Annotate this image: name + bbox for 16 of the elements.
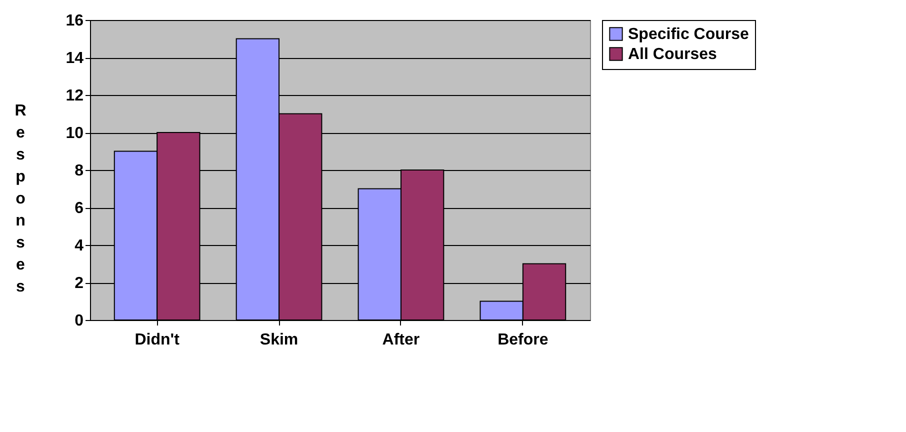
- text: Responses: [14, 102, 26, 296]
- y-tick-label: 0: [74, 312, 84, 330]
- y-tick-label: 10: [66, 125, 84, 142]
- x-tick-label: Skim: [260, 332, 298, 348]
- y-tick-label: 8: [74, 162, 84, 180]
- legend-label: Specific Course: [628, 26, 750, 43]
- y-tick-label: 16: [66, 12, 84, 30]
- y-tick-label: 14: [66, 50, 84, 67]
- y-tick-label: 4: [74, 238, 84, 254]
- y-tick-label: 2: [74, 275, 84, 292]
- y-tick-label: 6: [74, 200, 84, 217]
- x-tick-label: After: [382, 332, 420, 348]
- x-tick-label: Didn't: [134, 332, 180, 348]
- y-tick-label: 12: [66, 88, 84, 104]
- legend-label: All Courses: [628, 46, 718, 63]
- x-tick-label: Before: [498, 332, 548, 348]
